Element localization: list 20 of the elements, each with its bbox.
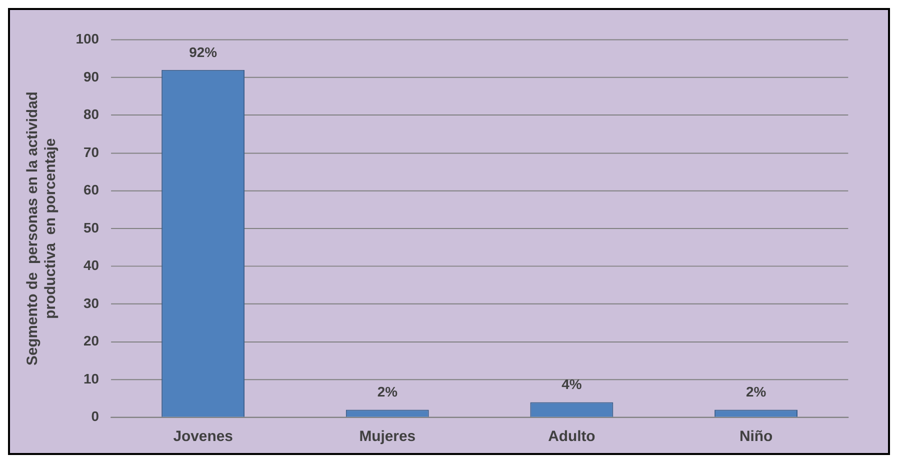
y-tick-label: 10 <box>83 370 100 386</box>
x-tick-label: Niño <box>739 429 773 446</box>
y-tick-label: 30 <box>83 294 100 311</box>
data-label: 2% <box>746 384 766 400</box>
y-tick-label: 70 <box>83 144 100 160</box>
y-tick-label: 100 <box>76 30 100 47</box>
x-tick-label: Adulto <box>548 429 596 446</box>
y-tick-label: 90 <box>83 68 100 84</box>
x-tick-label: Jovenes <box>173 429 233 446</box>
y-tick-label: 60 <box>83 182 100 198</box>
y-tick-label: 50 <box>83 219 100 236</box>
data-label: 92% <box>189 44 217 60</box>
y-tick-label: 80 <box>83 106 100 122</box>
y-axis-title: Segmento de personas en la actividad productiva en porcentaje <box>24 92 59 366</box>
x-tick-label: Mujeres <box>359 429 416 446</box>
y-tick-label: 40 <box>83 257 100 274</box>
y-tick-label: 20 <box>83 332 100 349</box>
data-label: 4% <box>562 376 582 392</box>
data-label: 2% <box>377 384 398 400</box>
y-tick-label: 0 <box>91 408 100 424</box>
